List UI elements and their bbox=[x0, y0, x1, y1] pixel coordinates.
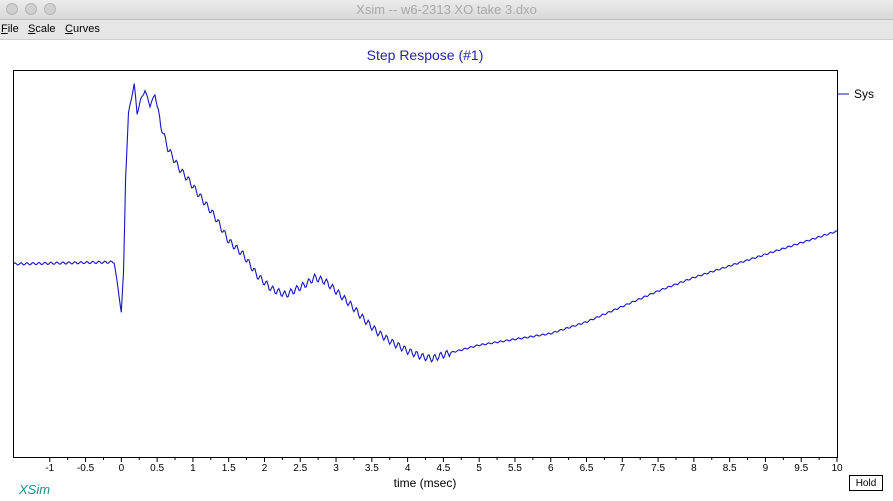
x-tick-label: 9.5 bbox=[794, 463, 808, 474]
x-tick-label: 2.5 bbox=[293, 463, 307, 474]
x-tick-label: 8 bbox=[691, 463, 697, 474]
hold-button[interactable]: Hold bbox=[849, 475, 883, 491]
x-tick-label: 3.5 bbox=[365, 463, 379, 474]
x-tick-label: -0.5 bbox=[77, 463, 95, 474]
x-tick-label: 4.5 bbox=[436, 463, 450, 474]
menu-file[interactable]: File bbox=[1, 23, 19, 35]
menu-curves[interactable]: Curves bbox=[65, 23, 100, 35]
menu-scale[interactable]: Scale bbox=[28, 23, 56, 35]
window-title: Xsim -- w6-2313 XO take 3.dxo bbox=[356, 2, 537, 17]
x-tick-label: 6.5 bbox=[580, 463, 594, 474]
x-axis-label: time (msec) bbox=[393, 476, 457, 490]
close-window-icon[interactable] bbox=[6, 3, 18, 15]
title-bar[interactable]: Xsim -- w6-2313 XO take 3.dxo bbox=[0, 0, 893, 20]
zoom-window-icon[interactable] bbox=[44, 3, 56, 15]
legend-label-sys: Sys bbox=[854, 87, 875, 101]
x-tick-label: 1.5 bbox=[222, 463, 236, 474]
x-tick-label: 5 bbox=[476, 463, 482, 474]
x-tick-label: 7 bbox=[620, 463, 626, 474]
x-tick-label: 5.5 bbox=[508, 463, 522, 474]
x-tick-label: -1 bbox=[45, 463, 54, 474]
x-tick-label: 2 bbox=[262, 463, 268, 474]
series-line-sys bbox=[13, 83, 838, 363]
x-tick-label: 4 bbox=[405, 463, 411, 474]
minimize-window-icon[interactable] bbox=[25, 3, 37, 15]
x-tick-label: 0 bbox=[119, 463, 125, 474]
x-tick-label: 6 bbox=[548, 463, 554, 474]
plot-area[interactable] bbox=[13, 70, 838, 458]
x-tick-label: 3 bbox=[333, 463, 339, 474]
x-tick-label: 8.5 bbox=[723, 463, 737, 474]
x-tick-label: 0.5 bbox=[150, 463, 164, 474]
x-tick-label: 9 bbox=[763, 463, 769, 474]
menu-bar: File Scale Curves bbox=[0, 20, 893, 40]
x-tick-label: 1 bbox=[190, 463, 196, 474]
x-tick-label: 7.5 bbox=[651, 463, 665, 474]
chart-title: Step Respose (#1) bbox=[366, 47, 484, 63]
xsim-logo: XSim bbox=[19, 482, 51, 497]
x-tick-label: 10 bbox=[831, 463, 843, 474]
